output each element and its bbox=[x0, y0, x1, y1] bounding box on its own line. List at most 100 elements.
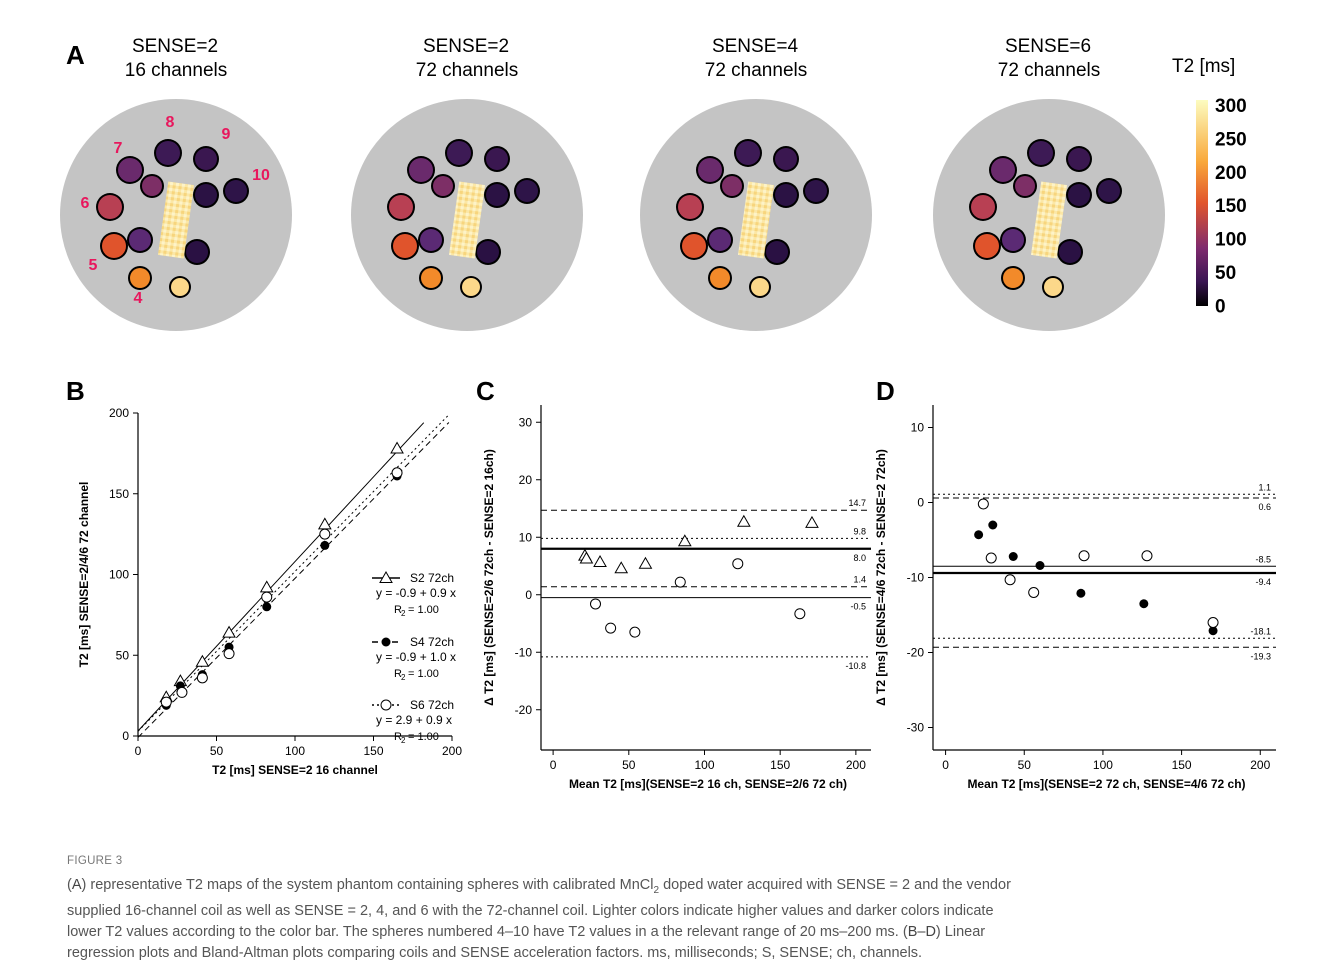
panel-a: A SENSE=2 16 channels SENSE=2 72 channels SEN… bbox=[60, 36, 1247, 331]
legend-equation: y = -0.9 + 0.9 x bbox=[376, 586, 456, 600]
open-circle-marker bbox=[1141, 550, 1153, 562]
sphere bbox=[486, 148, 508, 170]
triangle-marker bbox=[677, 534, 692, 547]
central-rod bbox=[737, 181, 775, 259]
limit-line-label: -19.3 bbox=[1250, 651, 1271, 661]
open-circle-marker bbox=[794, 608, 806, 620]
legend-r2-label: R bbox=[394, 604, 402, 616]
sphere bbox=[195, 184, 217, 206]
colorbar-tick-label: 300 bbox=[1215, 96, 1247, 117]
open-circle-marker bbox=[261, 591, 273, 603]
open-circle-marker bbox=[674, 576, 686, 588]
x-axis-label: Mean T2 [ms](SENSE=2 16 ch, SENSE=2/6 72… bbox=[569, 777, 847, 791]
filled-circle-marker bbox=[1208, 626, 1218, 636]
sphere bbox=[171, 278, 189, 296]
sphere bbox=[421, 268, 441, 288]
map-title-line2: 16 channels bbox=[125, 60, 227, 81]
caption-segment: 2 bbox=[653, 884, 660, 896]
caption-text: (A) representative T2 maps of the system… bbox=[67, 875, 1277, 964]
open-circle-marker bbox=[605, 622, 617, 634]
sphere bbox=[698, 158, 722, 182]
sphere bbox=[195, 148, 217, 170]
legend-r2-value: = 1.00 bbox=[408, 604, 439, 616]
central-rod bbox=[1030, 181, 1068, 259]
open-circle-marker bbox=[380, 699, 392, 711]
sphere bbox=[409, 158, 433, 182]
sphere bbox=[225, 180, 247, 202]
limit-line-label: -9.4 bbox=[1255, 577, 1271, 587]
sphere bbox=[98, 195, 122, 219]
colorbar-title: T2 [ms] bbox=[1172, 56, 1235, 77]
x-axis-label: Mean T2 [ms](SENSE=2 72 ch, SENSE=4/6 72… bbox=[967, 777, 1245, 791]
caption-segment: ) representative T2 maps of the system p… bbox=[81, 877, 654, 893]
legend-series-name: S2 72ch bbox=[410, 571, 454, 585]
sphere bbox=[736, 141, 760, 165]
sphere-number-label: 10 bbox=[252, 167, 270, 184]
caption-line: supplied 16-channel coil as well as SENS… bbox=[67, 901, 1277, 922]
triangle-marker bbox=[614, 561, 629, 574]
y-tick-label: -10 bbox=[907, 571, 925, 585]
limit-line-label: -8.5 bbox=[1255, 554, 1271, 564]
triangle-marker bbox=[379, 570, 393, 583]
sphere bbox=[775, 148, 797, 170]
x-tick-label: 50 bbox=[1018, 758, 1032, 772]
triangle-marker bbox=[259, 580, 274, 593]
x-tick-label: 150 bbox=[363, 744, 383, 758]
y-tick-label: 10 bbox=[911, 421, 925, 435]
map-title-line2: 72 channels bbox=[416, 60, 518, 81]
figure-canvas: A SENSE=2 16 channels SENSE=2 72 channels SEN… bbox=[60, 36, 1276, 791]
panel-letter-c: C bbox=[476, 376, 495, 406]
open-circle-marker bbox=[391, 467, 403, 479]
panel-letter-b: B bbox=[66, 376, 85, 406]
triangle-marker bbox=[593, 554, 607, 567]
open-circle-marker bbox=[223, 648, 235, 660]
filled-circle-marker bbox=[1035, 561, 1045, 570]
sphere bbox=[766, 241, 788, 263]
sphere bbox=[186, 241, 208, 263]
sphere bbox=[462, 278, 480, 296]
limit-line-label: 1.4 bbox=[853, 575, 866, 585]
sphere bbox=[1015, 176, 1035, 196]
sphere-number-label: 4 bbox=[134, 290, 143, 307]
open-circle-marker bbox=[176, 686, 188, 698]
sphere bbox=[775, 184, 797, 206]
sphere bbox=[991, 158, 1015, 182]
colorbar bbox=[1196, 100, 1208, 306]
caption-line: regression plots and Bland-Altman plots … bbox=[67, 943, 1277, 964]
limit-line-label: 8.0 bbox=[853, 553, 866, 563]
sphere bbox=[971, 195, 995, 219]
y-tick-label: 30 bbox=[519, 415, 533, 429]
caption-segment: doped water acquired with SENSE = 2 and … bbox=[659, 877, 1011, 893]
caption-segment: ) Linear bbox=[935, 923, 986, 940]
x-tick-label: 0 bbox=[942, 758, 949, 772]
open-circle-marker bbox=[1207, 617, 1219, 628]
filled-circle-marker bbox=[320, 540, 330, 550]
colorbar-tick-label: 0 bbox=[1215, 296, 1226, 317]
sphere bbox=[156, 141, 180, 165]
y-axis-label: T2 [ms] SENSE=2/4/6 72 channel bbox=[77, 482, 91, 668]
map-title-line1: SENSE=2 bbox=[423, 36, 509, 57]
colorbar-tick-label: 50 bbox=[1215, 263, 1236, 284]
triangle-marker bbox=[317, 517, 332, 530]
x-tick-label: 100 bbox=[1093, 758, 1113, 772]
limit-line-label: 1.1 bbox=[1258, 482, 1271, 492]
sphere bbox=[118, 158, 142, 182]
filled-circle-marker bbox=[1076, 588, 1086, 598]
colorbar-tick-label: 100 bbox=[1215, 230, 1247, 251]
sphere-number-label: 9 bbox=[222, 126, 231, 143]
limit-line-label: 14.7 bbox=[848, 498, 866, 508]
regression-line bbox=[137, 422, 450, 738]
y-tick-label: 0 bbox=[525, 588, 532, 602]
sphere bbox=[722, 176, 742, 196]
caption-segment: B–D bbox=[907, 923, 936, 940]
x-tick-label: 50 bbox=[622, 758, 636, 772]
sphere bbox=[102, 234, 126, 258]
triangle-marker bbox=[736, 514, 751, 527]
legend-equation: y = -0.9 + 1.0 x bbox=[376, 650, 456, 664]
limit-line-label: -10.8 bbox=[845, 661, 866, 671]
map-title-line1: SENSE=6 bbox=[1005, 36, 1091, 57]
y-tick-label: 50 bbox=[116, 648, 130, 662]
x-axis-label: T2 [ms] SENSE=2 16 channel bbox=[212, 763, 378, 777]
filled-circle-marker bbox=[381, 637, 391, 647]
map-title-line2: 72 channels bbox=[705, 60, 807, 81]
